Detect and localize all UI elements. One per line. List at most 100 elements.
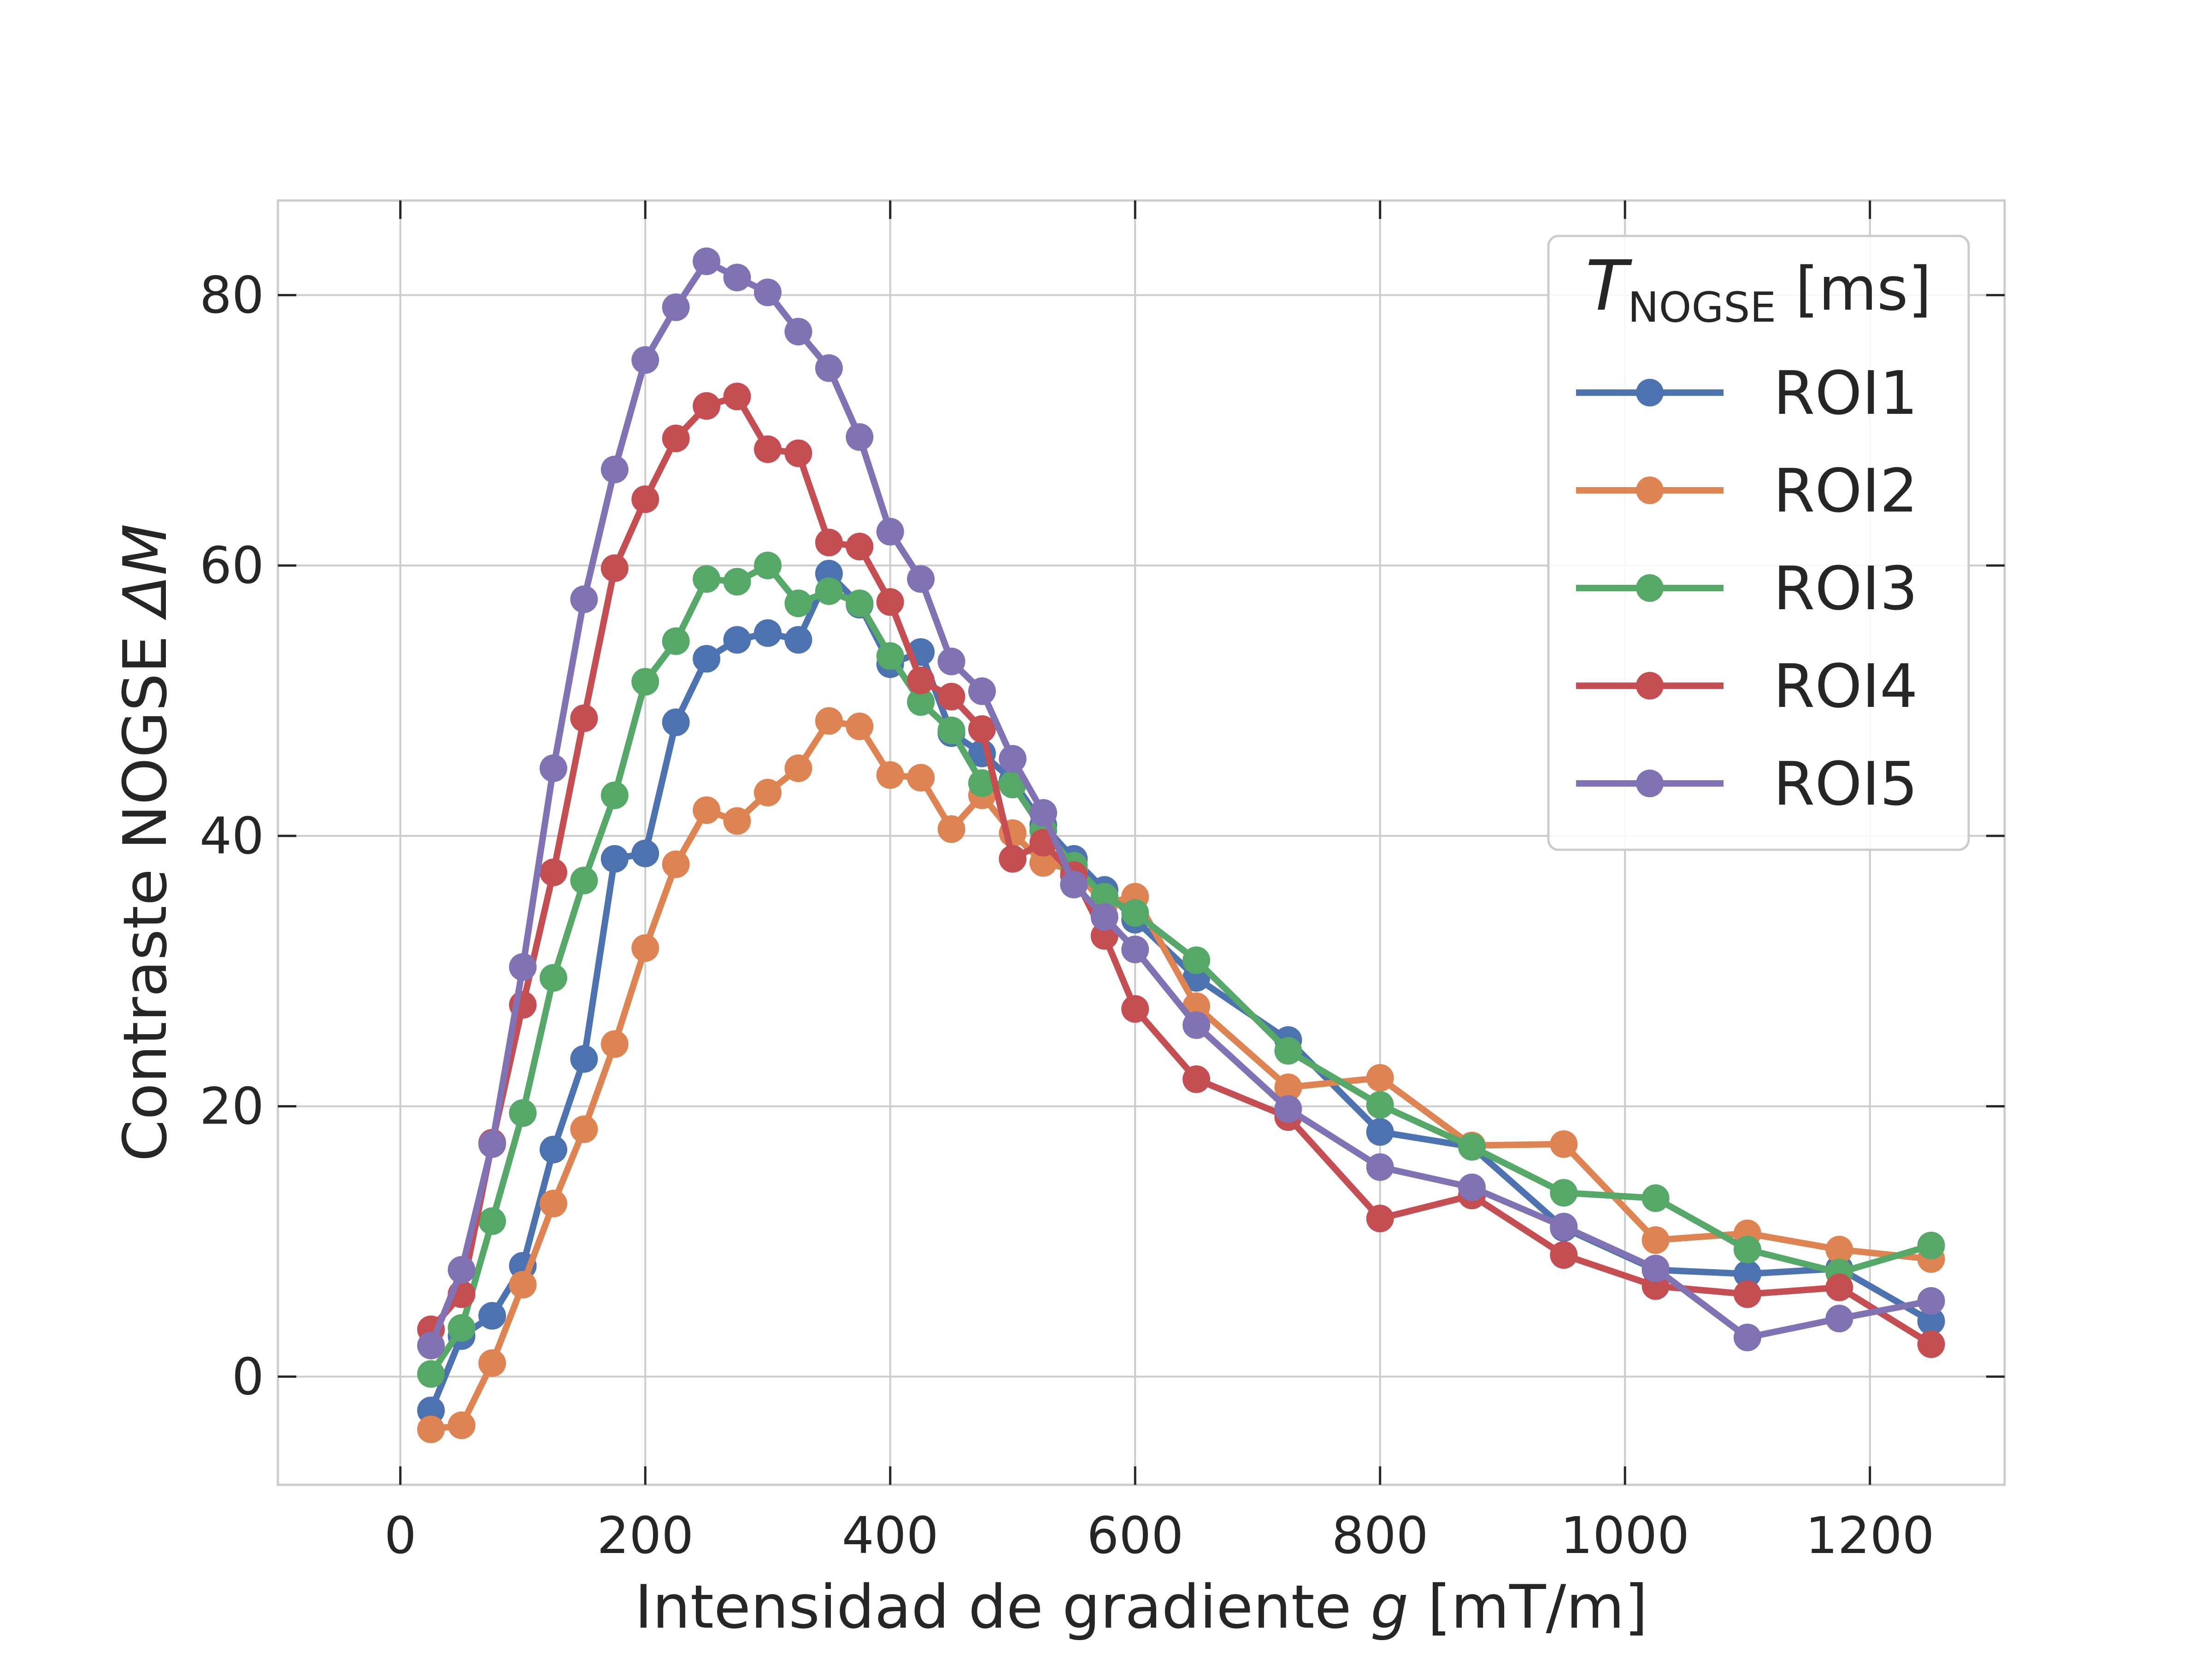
data-point bbox=[815, 354, 843, 382]
data-point bbox=[539, 859, 567, 887]
data-point bbox=[600, 781, 629, 809]
data-point bbox=[1458, 1173, 1486, 1201]
data-point bbox=[1733, 1260, 1761, 1288]
data-point bbox=[662, 424, 690, 453]
data-point bbox=[876, 761, 904, 789]
data-point bbox=[753, 278, 782, 306]
data-point bbox=[1274, 1037, 1302, 1065]
data-point bbox=[1182, 1065, 1211, 1093]
data-point bbox=[417, 1415, 445, 1443]
data-point bbox=[1182, 1011, 1211, 1039]
legend-swatch-marker bbox=[1636, 379, 1664, 406]
legend-label: ROI3 bbox=[1773, 553, 1918, 624]
data-point bbox=[937, 815, 965, 843]
data-point bbox=[693, 796, 721, 824]
data-point bbox=[876, 642, 904, 670]
x-tick-label: 800 bbox=[1332, 1506, 1429, 1565]
data-point bbox=[539, 1189, 567, 1218]
legend-label: ROI2 bbox=[1773, 456, 1918, 526]
data-point bbox=[876, 588, 904, 616]
data-point bbox=[1550, 1212, 1578, 1241]
x-tick-label: 600 bbox=[1087, 1506, 1183, 1565]
data-point bbox=[1090, 903, 1118, 931]
data-point bbox=[1641, 1254, 1670, 1282]
data-point bbox=[539, 964, 567, 992]
data-point bbox=[693, 392, 721, 420]
data-point bbox=[662, 850, 690, 878]
data-point bbox=[937, 717, 965, 745]
legend: TNOGSE [ms] ROI1 ROI2 ROI3 ROI4 ROI5 bbox=[1547, 235, 1970, 851]
legend-swatch-marker bbox=[1636, 477, 1664, 504]
data-point bbox=[662, 627, 690, 655]
data-point bbox=[570, 1115, 598, 1143]
data-point bbox=[815, 529, 843, 557]
legend-label: ROI1 bbox=[1773, 358, 1918, 428]
legend-swatch-marker bbox=[1636, 672, 1664, 700]
data-point bbox=[723, 807, 751, 835]
data-point bbox=[1366, 1205, 1394, 1233]
data-point bbox=[968, 715, 996, 743]
data-point bbox=[509, 1271, 537, 1299]
data-point bbox=[662, 708, 690, 736]
data-point bbox=[478, 1349, 506, 1377]
y-tick-label: 20 bbox=[200, 1077, 264, 1136]
data-point bbox=[1550, 1241, 1578, 1269]
data-point bbox=[600, 1030, 629, 1058]
data-point bbox=[1121, 899, 1149, 927]
data-point bbox=[417, 1331, 445, 1359]
data-point bbox=[846, 533, 874, 561]
data-point bbox=[693, 645, 721, 673]
data-point bbox=[1274, 1073, 1302, 1101]
legend-swatch-marker bbox=[1636, 770, 1664, 797]
data-point bbox=[509, 953, 537, 981]
data-point bbox=[1121, 995, 1149, 1023]
data-point bbox=[1917, 1307, 1945, 1335]
data-point bbox=[999, 845, 1027, 873]
data-point bbox=[1274, 1095, 1302, 1123]
data-point bbox=[631, 668, 659, 696]
data-point bbox=[600, 554, 629, 582]
data-point bbox=[1029, 799, 1057, 827]
x-axis-label: Intensidad de gradiente g [mT/m] bbox=[635, 1572, 1647, 1642]
data-point bbox=[693, 565, 721, 593]
data-point bbox=[1825, 1305, 1853, 1333]
data-point bbox=[784, 626, 812, 654]
x-tick-label: 200 bbox=[597, 1506, 694, 1565]
legend-item-roi4: ROI4 bbox=[1576, 651, 1918, 721]
data-point bbox=[753, 435, 782, 463]
data-point bbox=[753, 552, 782, 580]
x-tick-label: 1000 bbox=[1560, 1506, 1689, 1565]
legend-label: ROI4 bbox=[1773, 651, 1918, 721]
data-point bbox=[876, 518, 904, 546]
data-point bbox=[1733, 1235, 1761, 1264]
data-point bbox=[1550, 1179, 1578, 1207]
data-point bbox=[753, 778, 782, 806]
data-point bbox=[1550, 1130, 1578, 1158]
data-point bbox=[631, 346, 659, 374]
data-point bbox=[1641, 1184, 1670, 1212]
y-axis-label: Contraste NOGSE ΔM bbox=[110, 524, 180, 1161]
data-point bbox=[417, 1396, 445, 1424]
data-point bbox=[1641, 1226, 1670, 1254]
data-point bbox=[570, 1045, 598, 1073]
legend-item-roi3: ROI3 bbox=[1576, 553, 1918, 624]
data-point bbox=[815, 707, 843, 735]
data-point bbox=[1733, 1324, 1761, 1352]
data-point bbox=[1917, 1287, 1945, 1315]
data-point bbox=[478, 1207, 506, 1235]
series-roi5 bbox=[417, 247, 1945, 1359]
y-tick-label: 60 bbox=[200, 536, 264, 595]
data-point bbox=[1366, 1153, 1394, 1181]
data-point bbox=[570, 704, 598, 732]
data-point bbox=[753, 619, 782, 647]
data-point bbox=[509, 1099, 537, 1127]
data-point bbox=[907, 565, 935, 593]
data-point bbox=[600, 455, 629, 483]
data-point bbox=[1029, 849, 1057, 877]
data-point bbox=[846, 423, 874, 451]
data-point bbox=[723, 382, 751, 411]
data-point bbox=[784, 318, 812, 346]
data-point bbox=[1733, 1280, 1761, 1308]
data-point bbox=[1366, 1118, 1394, 1146]
